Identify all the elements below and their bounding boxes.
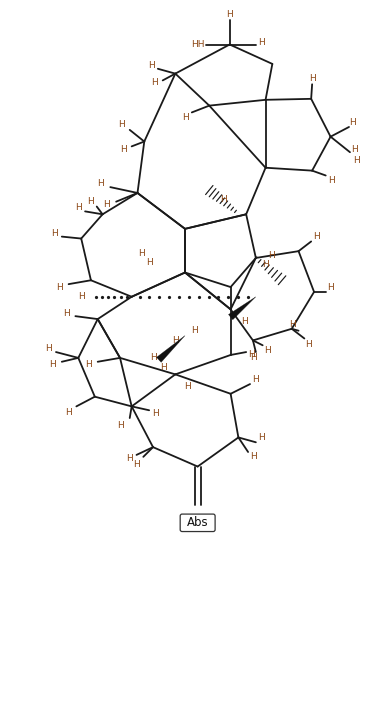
Text: Abs: Abs: [187, 516, 208, 530]
Text: H: H: [121, 145, 127, 154]
Text: H: H: [65, 408, 72, 417]
Text: H: H: [78, 292, 84, 302]
Text: H: H: [75, 203, 82, 212]
Text: H: H: [150, 353, 156, 362]
Text: H: H: [146, 258, 153, 268]
Text: H: H: [63, 309, 70, 318]
Text: H: H: [45, 343, 52, 353]
Text: H: H: [309, 74, 315, 83]
Text: H: H: [172, 336, 179, 345]
Text: H: H: [191, 326, 198, 335]
Text: H: H: [328, 176, 335, 185]
Text: H: H: [133, 460, 140, 469]
Text: H: H: [264, 346, 271, 355]
Text: H: H: [262, 261, 269, 269]
Text: H: H: [103, 200, 110, 209]
Text: HH: HH: [191, 40, 205, 49]
Text: H: H: [241, 316, 248, 326]
Text: H: H: [226, 10, 233, 19]
Text: H: H: [248, 350, 255, 360]
Text: H: H: [221, 195, 227, 204]
Text: H: H: [250, 452, 257, 462]
Text: H: H: [87, 198, 94, 206]
Text: H: H: [289, 321, 296, 329]
Text: H: H: [182, 113, 188, 122]
Text: H: H: [57, 282, 63, 292]
Text: H: H: [258, 38, 265, 47]
Polygon shape: [157, 336, 185, 362]
Text: H: H: [117, 421, 124, 430]
Text: H: H: [258, 433, 265, 442]
Text: H: H: [253, 375, 259, 384]
Text: H: H: [148, 62, 154, 70]
FancyBboxPatch shape: [180, 514, 215, 532]
Text: H: H: [160, 363, 167, 372]
Text: H: H: [327, 282, 334, 292]
Text: H: H: [312, 232, 320, 241]
Text: H: H: [86, 360, 92, 369]
Text: H: H: [151, 78, 158, 87]
Polygon shape: [228, 297, 256, 320]
Text: H: H: [51, 229, 57, 238]
Text: H: H: [126, 455, 133, 463]
Text: H: H: [49, 360, 55, 369]
Text: H: H: [352, 145, 358, 154]
Text: H: H: [153, 409, 159, 418]
Text: H: H: [138, 249, 145, 258]
Text: H: H: [119, 120, 125, 129]
Text: H: H: [250, 353, 257, 362]
Text: H: H: [350, 118, 356, 127]
Text: H: H: [305, 340, 312, 349]
Text: H: H: [268, 251, 275, 260]
Text: H: H: [185, 382, 191, 392]
Text: H: H: [353, 156, 360, 166]
Text: H: H: [97, 178, 104, 188]
